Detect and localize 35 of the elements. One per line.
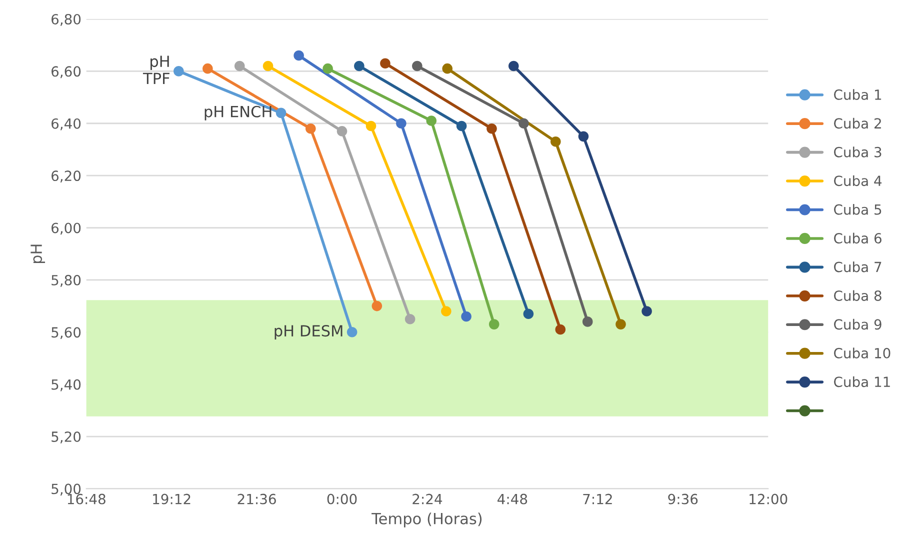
x-tick-label: 2:24 — [412, 494, 442, 504]
legend-label: Cuba 11 — [834, 376, 890, 388]
y-tick-label: 6,60 — [52, 66, 81, 78]
annotation: pH TPF — [142, 56, 170, 84]
x-tick-label: 0:00 — [327, 494, 357, 504]
annotation: pH ENCH — [204, 106, 272, 120]
y-tick-label: 6,40 — [52, 118, 81, 130]
y-tick-label: 5,40 — [52, 379, 81, 392]
y-tick-label: 5,60 — [52, 327, 81, 340]
x-tick-label: 16:48 — [68, 494, 106, 504]
y-tick-label: 6,00 — [52, 222, 81, 235]
y-tick-label: 5,00 — [52, 484, 81, 496]
y-tick-label: 6,20 — [52, 170, 81, 182]
x-tick-label: 19:12 — [153, 494, 190, 504]
y-tick-label: 5,20 — [52, 431, 81, 444]
legend-label: Cuba 3 — [834, 146, 882, 158]
y-axis-title: pH — [30, 244, 46, 264]
legend-label: Cuba 2 — [834, 118, 881, 129]
legend-label: Cuba 6 — [834, 232, 882, 244]
x-tick-label: 4:48 — [498, 494, 528, 504]
x-tick-label: 9:36 — [668, 494, 698, 504]
x-tick-label: 21:36 — [238, 494, 276, 504]
annotation: pH DESM — [274, 325, 342, 340]
legend-label: Cuba 8 — [834, 290, 882, 301]
x-tick-label: 12:00 — [750, 494, 788, 504]
legend-label: Cuba 1 — [834, 89, 882, 100]
legend-label: Cuba 4 — [834, 175, 882, 186]
x-axis-title: Tempo (Horas) — [372, 512, 482, 528]
legend-label: Cuba 7 — [834, 261, 882, 272]
y-tick-label: 6,80 — [52, 14, 81, 26]
x-tick-label: 7:12 — [583, 494, 612, 504]
y-tick-label: 5,80 — [52, 274, 81, 287]
legend-label: Cuba 10 — [834, 348, 890, 358]
legend-label: Cuba 9 — [834, 318, 882, 330]
legend-label: Cuba 5 — [834, 204, 882, 215]
